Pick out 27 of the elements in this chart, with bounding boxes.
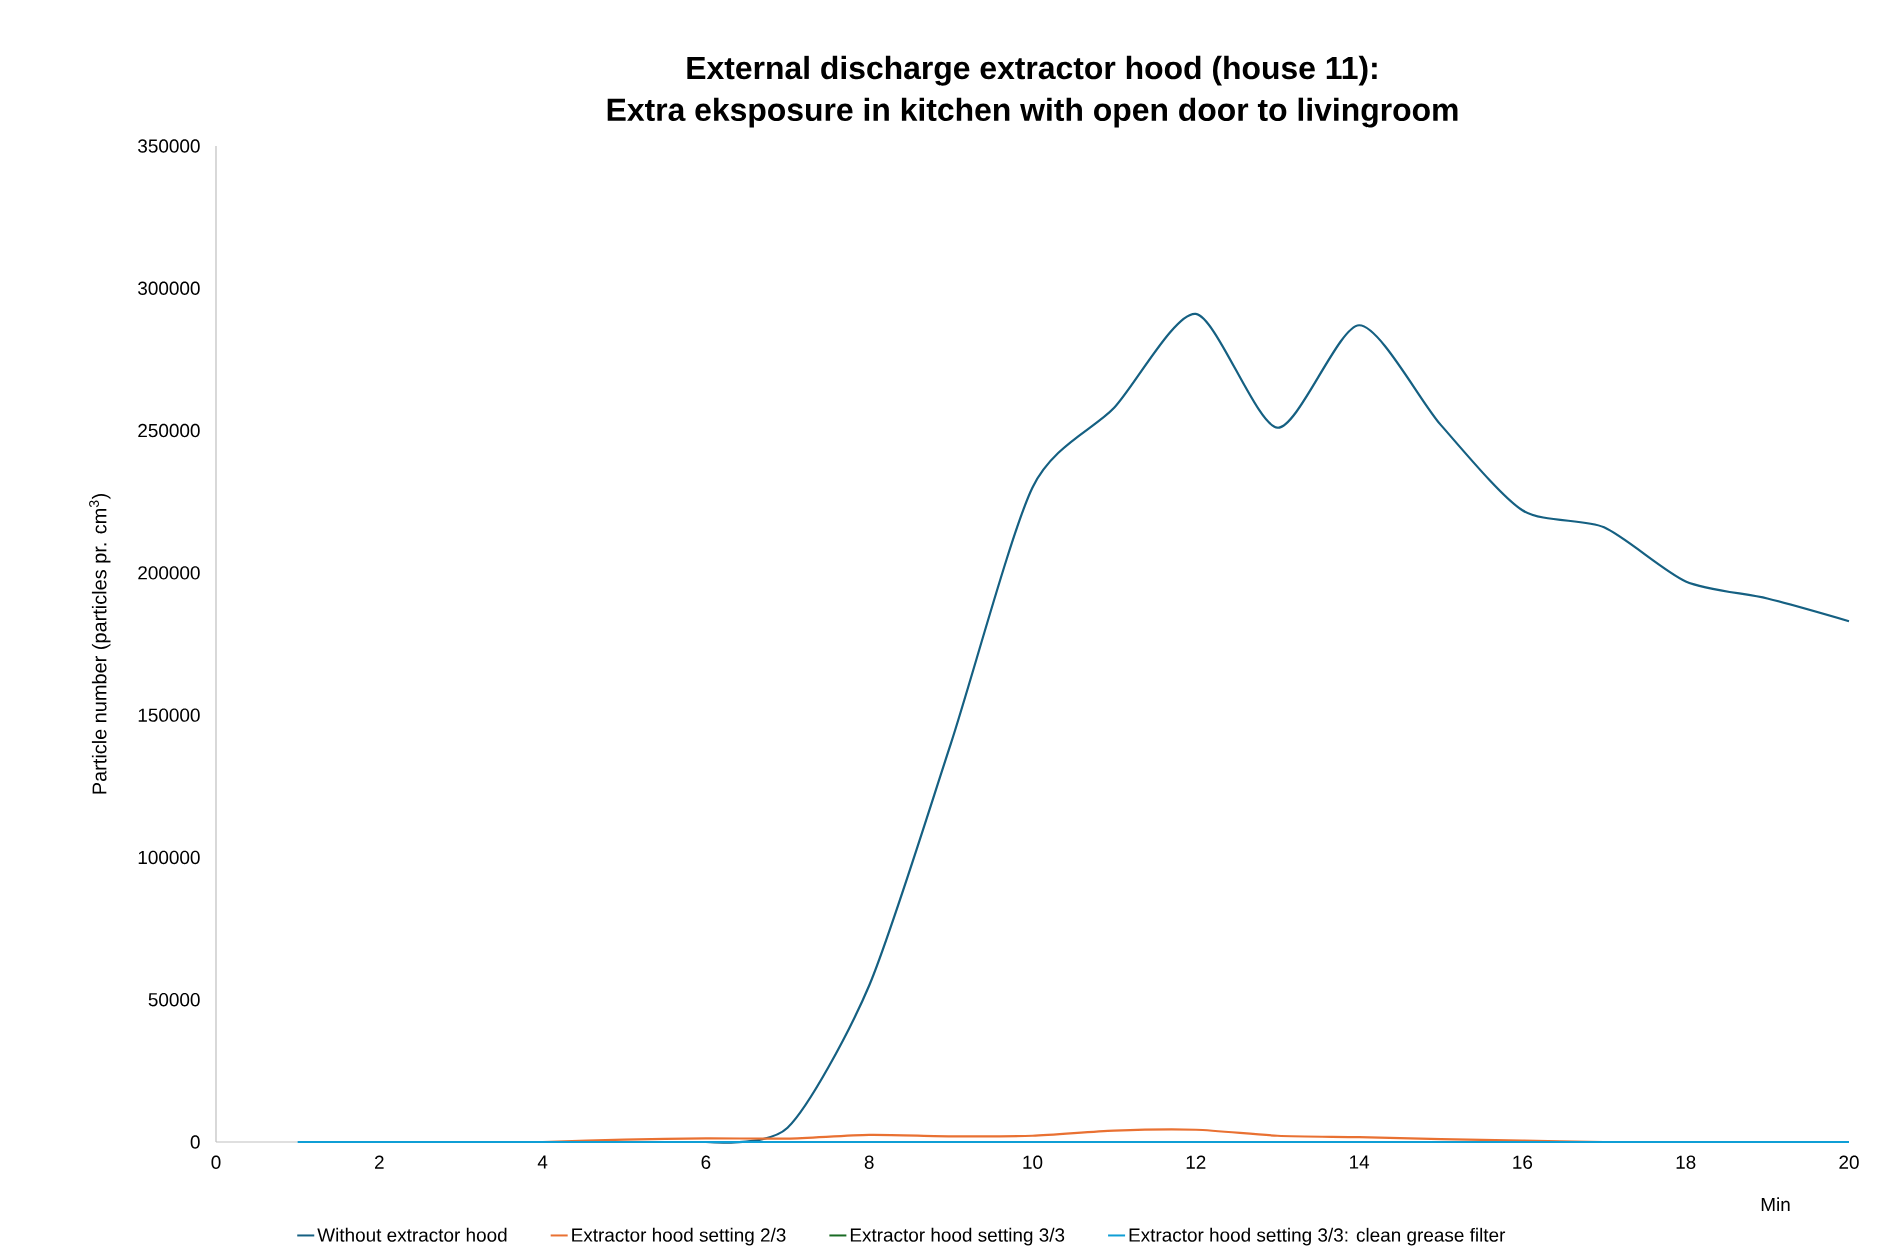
x-tick-label: 20 (1839, 1155, 1859, 1169)
x-tick-label: 16 (1513, 1155, 1533, 1169)
x-tick-label: 14 (1350, 1155, 1370, 1169)
y-tick-label: 300000 (138, 281, 200, 295)
y-tick-label: 100000 (138, 850, 200, 865)
x-axis-title: Min (1761, 1197, 1790, 1212)
legend-label: Extractor hood setting 2/3 (572, 1227, 786, 1246)
x-tick-label: 4 (537, 1155, 548, 1169)
legend-label: Without extractor hood (317, 1227, 507, 1242)
x-tick-label: 2 (374, 1155, 384, 1169)
x-tick-label: 10 (1023, 1155, 1043, 1169)
y-tick-label: 200000 (138, 566, 200, 580)
x-tick-label: 0 (211, 1155, 221, 1169)
y-tick-label: 50000 (148, 993, 200, 1007)
y-tick-label: 350000 (138, 139, 200, 153)
x-tick-label: 12 (1186, 1155, 1206, 1169)
x-tick-label: 6 (701, 1155, 711, 1169)
y-axis-title: Particle number (particles pr. cm$^{3}$) (89, 494, 111, 794)
x-tick-label: 18 (1676, 1155, 1696, 1169)
legend-label: Extractor hood setting 3/3: clean grease filter (1129, 1227, 1506, 1246)
legend-label: Extractor hood setting 3/3 (850, 1227, 1065, 1246)
x-tick-label: 8 (864, 1155, 874, 1169)
chart-title: External discharge extractor hood (house 11): (687, 55, 1377, 86)
chart-subtitle: Extra eksposure in kitchen with open door to livingroom (607, 97, 1458, 128)
y-tick-label: 150000 (138, 708, 200, 722)
y-tick-label: 250000 (138, 423, 200, 438)
y-tick-label: 0 (190, 1135, 200, 1149)
